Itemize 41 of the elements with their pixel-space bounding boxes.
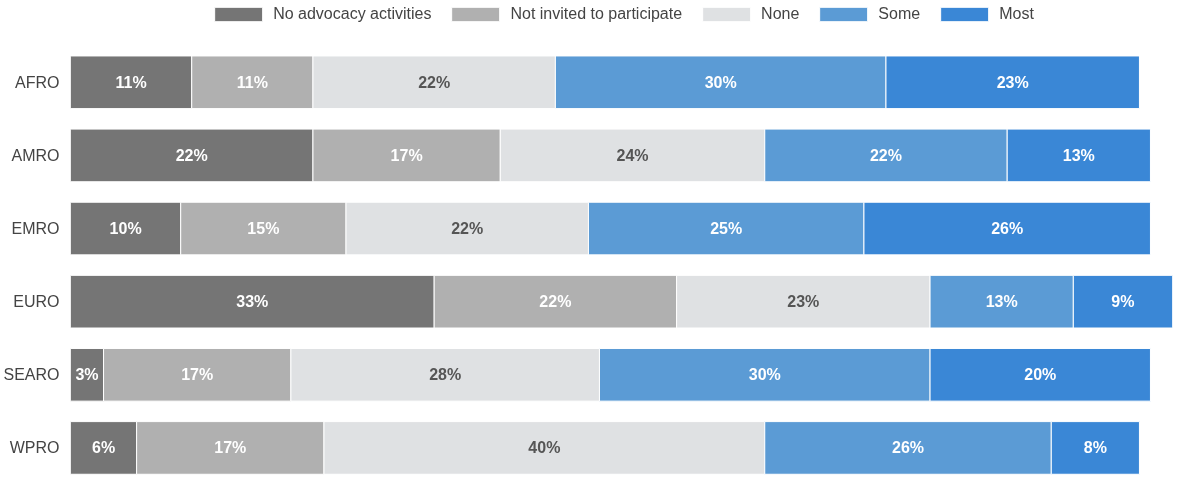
data-label: 20% — [1024, 366, 1057, 384]
legend-label: Most — [999, 5, 1034, 23]
data-label: 11% — [115, 73, 147, 91]
data-label: 22% — [175, 146, 208, 164]
data-label: 22% — [418, 73, 451, 91]
y-tick-label: SEARO — [3, 366, 60, 384]
data-label: 6% — [92, 439, 116, 457]
data-label: 30% — [704, 73, 737, 91]
data-label: 15% — [247, 220, 280, 238]
y-tick-label: AMRO — [11, 146, 60, 164]
data-label: 22% — [539, 293, 572, 311]
data-label: 26% — [892, 439, 925, 457]
data-label: 24% — [616, 146, 649, 164]
legend-label: Not invited to participate — [510, 5, 683, 23]
data-label: 25% — [710, 220, 743, 238]
y-tick-label: WPRO — [9, 439, 60, 457]
data-label: 22% — [451, 220, 484, 238]
data-label: 30% — [748, 366, 781, 384]
data-label: 11% — [236, 73, 268, 91]
data-label: 17% — [181, 366, 214, 384]
data-label: 17% — [214, 439, 247, 457]
data-label: 8% — [1083, 439, 1107, 457]
data-label: 28% — [429, 366, 462, 384]
y-tick-label: EMRO — [11, 220, 60, 238]
y-tick-label: AFRO — [15, 73, 60, 91]
data-label: 13% — [1062, 146, 1095, 164]
y-tick-label: EURO — [13, 293, 60, 311]
data-label: 23% — [787, 293, 820, 311]
legend-label: Some — [878, 5, 921, 23]
legend-label: No advocacy activities — [273, 5, 432, 23]
data-label: 9% — [1111, 293, 1135, 311]
data-label: 23% — [996, 73, 1029, 91]
data-label: 17% — [390, 146, 423, 164]
legend-label: None — [761, 5, 800, 23]
data-label: 3% — [75, 366, 99, 384]
data-label: 22% — [869, 146, 902, 164]
data-label: 40% — [528, 439, 561, 457]
data-label: 26% — [991, 220, 1024, 238]
data-label: 33% — [236, 293, 269, 311]
data-label: 13% — [985, 293, 1018, 311]
data-label: 10% — [109, 220, 142, 238]
